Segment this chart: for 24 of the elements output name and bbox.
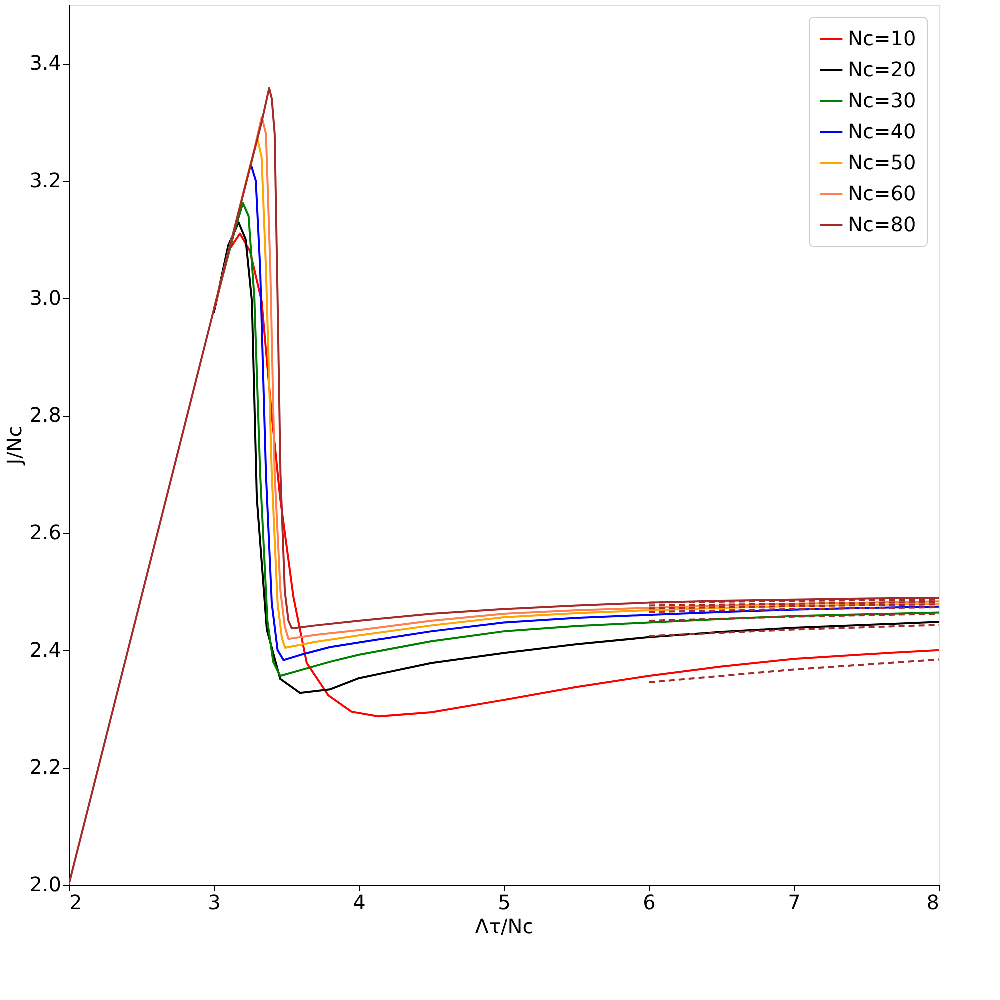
y-tick-label: 3.4 (30, 51, 62, 76)
y-tick-label: 2.6 (30, 520, 62, 544)
legend-label: Nc=10 (848, 26, 916, 50)
y-tick-label: 2.0 (30, 872, 62, 896)
x-tick-label: 6 (643, 890, 656, 914)
y-axis-title: J/Nc (2, 426, 27, 467)
legend-label: Nc=20 (848, 58, 916, 82)
y-tick-label: 3.0 (30, 286, 62, 310)
y-tick-label: 2.2 (30, 755, 62, 780)
y-tick-label: 2.4 (30, 638, 62, 662)
y-tick-label: 3.2 (30, 168, 62, 192)
x-tick-label: 8 (926, 890, 940, 914)
legend-label: Nc=80 (848, 212, 916, 236)
x-tick-label: 7 (788, 890, 801, 914)
legend-label: Nc=50 (848, 150, 916, 174)
x-tick-label: 2 (70, 890, 82, 914)
x-tick-label: 4 (353, 890, 366, 914)
legend-label: Nc=60 (848, 182, 916, 206)
x-axis-title: Λτ/Nc (475, 914, 534, 938)
y-tick-label: 2.8 (30, 403, 62, 428)
x-tick-label: 5 (498, 890, 511, 914)
legend-label: Nc=30 (848, 88, 916, 112)
x-tick-label: 3 (208, 890, 221, 914)
legend-label: Nc=40 (848, 120, 916, 144)
